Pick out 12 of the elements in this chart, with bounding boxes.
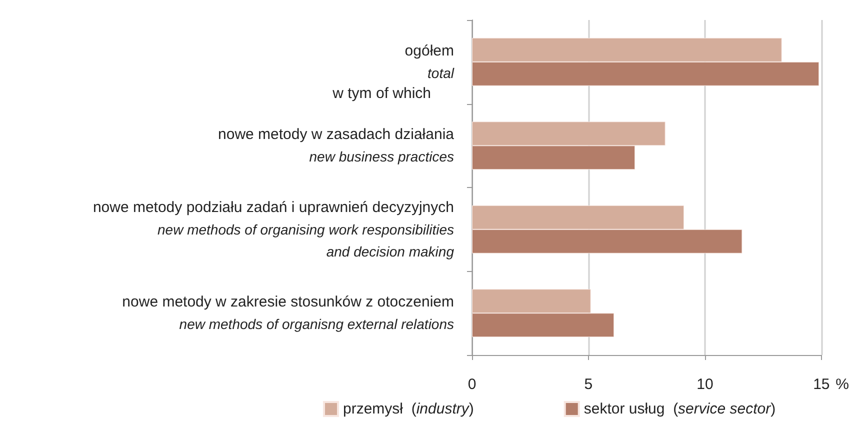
- x-tick-label: 10: [696, 376, 714, 393]
- x-tick-label: 15: [813, 376, 830, 393]
- x-tick-label: 0: [468, 376, 476, 393]
- y-tick-label: nowe metody podziału zadań i uprawnień decyzyjnych new methods of organising work responsibilities and decision making: [92, 198, 454, 260]
- y-tick-label: nowe metody w zasadach działania new business practices: [218, 126, 455, 165]
- x-tick-label: 5: [584, 376, 593, 393]
- text: w tym of which: [332, 85, 431, 102]
- legend-label: przemysł (industry): [343, 400, 474, 418]
- y-tick-label: nowe metody w zakresie stosunków z otoczeniem new methods of organisng external relations: [122, 294, 454, 332]
- x-axis-title: %: [836, 376, 850, 393]
- y-tick-label: ogółem total: [404, 42, 455, 81]
- legend-label: sektor usług (service sector): [584, 400, 776, 418]
